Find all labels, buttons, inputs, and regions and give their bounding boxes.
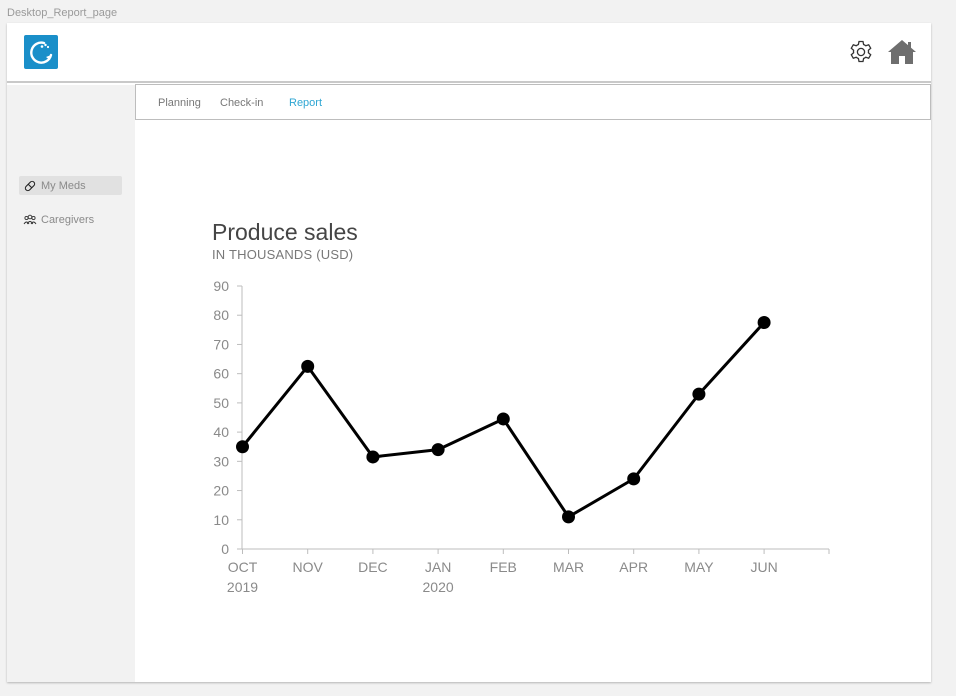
x-tick-year-label: 2020 [423,579,454,595]
tab-report[interactable]: Report [289,97,323,109]
data-point [562,510,575,524]
sidebar-item-label: My Meds [41,179,86,192]
y-tick-label: 40 [213,424,229,440]
x-tick-label: DEC [358,559,388,575]
x-tick-label: OCT [228,559,258,575]
tab-bar: Planning Check-in Report [135,84,931,120]
x-tick-label: FEB [490,559,517,575]
line-chart: 0 10 20 30 40 50 60 70 80 90 OCT 2019 NOV DEC JAN 2020 F… [213,278,830,595]
home-icon[interactable] [887,38,917,71]
sidebar-item-my-meds[interactable]: My Meds [19,176,122,195]
y-tick-label: 10 [213,512,229,528]
data-point [236,440,249,454]
y-tick-label: 30 [213,453,229,469]
sidebar-item-caregivers[interactable]: Caregivers [19,210,122,229]
data-point [757,316,771,330]
data-point [431,443,445,457]
app-window: My Meds Caregivers Planning Check-in Rep… [7,23,931,682]
x-tick-label: JUN [750,559,777,575]
tab-check-in[interactable]: Check-in [220,97,264,109]
y-tick-label: 90 [213,278,229,294]
data-point [496,412,510,426]
x-tick-label: JAN [425,559,451,575]
y-tick-label: 20 [213,483,229,499]
logo-mark-icon [30,41,53,64]
y-tick-label: 0 [221,541,229,557]
tab-planning[interactable]: Planning [158,97,201,109]
people-icon [19,214,41,226]
sidebar-item-label: Caregivers [41,213,95,226]
x-tick-label: MAR [553,559,584,575]
y-tick-label: 70 [213,336,229,352]
data-point [301,359,315,373]
chart-subtitle: IN THOUSANDS (USD) [212,247,354,262]
y-tick-label: 60 [213,366,229,382]
data-point [366,450,380,464]
y-tick-label: 50 [213,395,229,411]
app-header [7,23,931,83]
settings-gear-icon[interactable] [848,39,874,70]
data-point [627,472,641,486]
pill-icon [19,179,41,193]
x-tick-label: MAY [684,559,714,575]
sidebar: My Meds Caregivers [7,85,135,682]
chart-title: Produce sales [212,219,358,245]
frame-label: Desktop_Report_page [7,7,118,19]
data-point [692,387,706,401]
y-tick-label: 80 [213,307,229,323]
app-logo[interactable] [24,35,58,69]
x-tick-label: APR [619,559,648,575]
x-tick-year-label: 2019 [227,579,258,595]
x-tick-label: NOV [293,559,324,575]
